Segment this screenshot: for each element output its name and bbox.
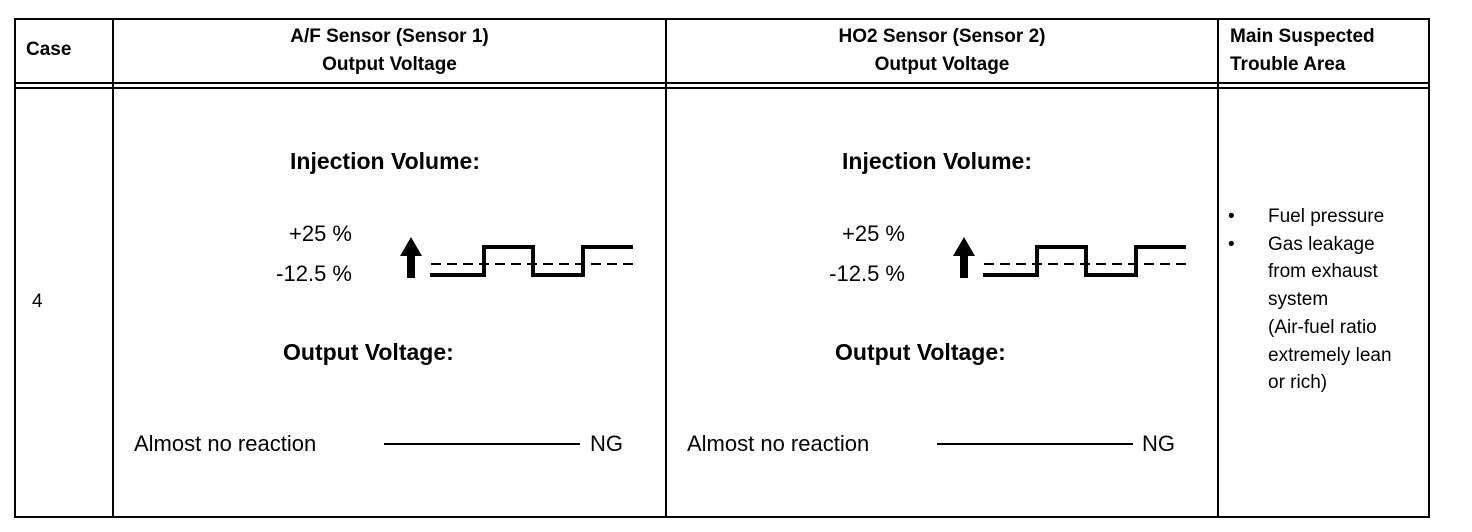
af-injection-trace	[430, 245, 633, 277]
table-right-border	[1428, 18, 1430, 518]
af-sensor-cell: Injection Volume: +25 % -12.5 % Output V…	[114, 89, 665, 516]
af-output-title: Output Voltage:	[283, 339, 454, 365]
column-divider-2	[665, 18, 667, 518]
af-injection-waveform	[400, 237, 639, 278]
diagnostic-table: Case A/F Sensor (Sensor 1) Output Voltag…	[14, 18, 1430, 518]
header-divider-double	[14, 87, 1430, 89]
bullet-icon: •	[1228, 233, 1235, 255]
trouble-area-line: extremely lean	[1268, 344, 1392, 366]
af-output-flat-line	[384, 443, 580, 445]
af-minus-label: -12.5 %	[276, 261, 352, 286]
trouble-area-line: (Air-fuel ratio	[1268, 316, 1377, 338]
af-result: NG	[590, 431, 623, 456]
header-af-line2: Output Voltage	[322, 54, 457, 75]
trouble-area-line: or rich)	[1268, 372, 1328, 394]
ho2-reaction-text: Almost no reaction	[687, 431, 870, 456]
af-reaction-text: Almost no reaction	[134, 431, 317, 456]
header-area-line2: Trouble Area	[1230, 54, 1346, 75]
header-trouble-area: Main Suspected Trouble Area	[1230, 23, 1375, 79]
header-ho2-line1: HO2 Sensor (Sensor 2)	[838, 26, 1046, 47]
ho2-plus-label: +25 %	[842, 221, 905, 246]
ho2-output-title: Output Voltage:	[835, 339, 1006, 365]
header-area-line1: Main Suspected	[1230, 26, 1375, 47]
bullet-icon: •	[1228, 206, 1235, 227]
column-divider-3	[1217, 18, 1219, 518]
trouble-area-line: system	[1268, 289, 1329, 311]
trouble-area-item: • Gas leakage from exhaust system (Air-f…	[1228, 231, 1418, 397]
table-bottom-border	[14, 516, 1430, 518]
af-injection-title: Injection Volume:	[290, 148, 480, 174]
trouble-area-line: from exhaust	[1268, 261, 1378, 283]
header-af-line1: A/F Sensor (Sensor 1)	[290, 26, 489, 47]
column-divider-1	[112, 18, 114, 518]
header-ho2-line2: Output Voltage	[874, 54, 1010, 75]
header-case: Case	[26, 39, 72, 60]
ho2-minus-label: -12.5 %	[829, 261, 905, 286]
header-ho2-sensor: HO2 Sensor (Sensor 2) Output Voltage	[667, 23, 1217, 79]
ho2-output-flat-line	[937, 443, 1133, 445]
header-divider	[14, 82, 1430, 84]
case-number: 4	[32, 291, 43, 312]
arrow-up-icon	[953, 237, 975, 278]
ho2-injection-trace	[983, 245, 1186, 277]
header-af-sensor: A/F Sensor (Sensor 1) Output Voltage	[114, 23, 665, 79]
af-plus-label: +25 %	[289, 221, 352, 246]
table-left-border	[14, 18, 16, 518]
trouble-area-line: Fuel pressure	[1268, 206, 1385, 227]
table-top-border	[14, 18, 1430, 20]
arrow-up-icon	[400, 237, 422, 278]
trouble-area-list: • Fuel pressure • Gas leakage from exhau…	[1228, 203, 1418, 397]
trouble-area-line: Gas leakage	[1268, 233, 1375, 255]
trouble-area-item: • Fuel pressure	[1228, 203, 1418, 231]
ho2-sensor-cell: Injection Volume: +25 % -12.5 % Output V…	[667, 89, 1217, 516]
ho2-injection-title: Injection Volume:	[842, 148, 1032, 174]
ho2-result: NG	[1142, 431, 1175, 456]
ho2-injection-waveform	[953, 237, 1192, 278]
